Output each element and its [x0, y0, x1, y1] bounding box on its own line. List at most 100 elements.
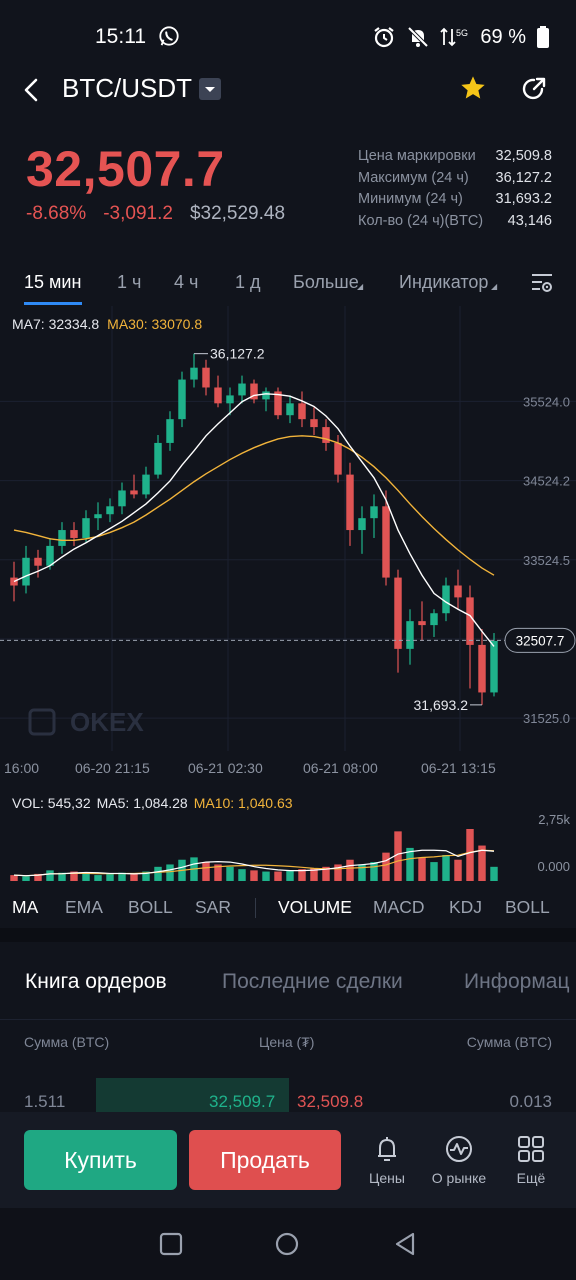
tab-ma[interactable]: MA	[12, 897, 39, 917]
volume-bar	[406, 847, 414, 881]
x-tick-label: 06-20 21:15	[75, 760, 150, 776]
tab-volume[interactable]: VOLUME	[278, 897, 352, 917]
candle-body	[478, 644, 486, 693]
watermark-text: OKEX	[70, 707, 144, 737]
candle-body	[82, 518, 90, 538]
orderbook-row[interactable]: 1.511 32,509.7 32,509.8 0.013	[0, 1078, 576, 1112]
y-tick-label: 34524.2	[523, 474, 570, 489]
tab-sar[interactable]: SAR	[195, 897, 231, 917]
candle-body	[94, 514, 102, 519]
tab-indicator[interactable]: Индикатор	[399, 272, 489, 292]
tab-1d[interactable]: 1 д	[235, 272, 261, 292]
candle-body	[142, 474, 150, 495]
volume-bar	[262, 871, 270, 881]
orderbook-tabs: Книга ордеров Последние сделки Информац	[0, 942, 576, 1020]
tab-more[interactable]: Больше	[293, 272, 359, 292]
volume-bar	[430, 862, 438, 881]
candle-body	[358, 518, 366, 531]
col-ask-amount: Сумма (BTC)	[466, 1034, 552, 1050]
usd-price: $32,529.48	[189, 203, 286, 224]
candle-body	[442, 585, 450, 614]
volume-bar	[418, 857, 426, 881]
ma7-line	[13, 393, 495, 647]
nav-prices[interactable]: Цены	[352, 1134, 422, 1186]
tab-macd[interactable]: MACD	[373, 897, 425, 917]
volume-bar	[94, 875, 102, 881]
volume-bar	[46, 870, 54, 881]
candle-body	[214, 387, 222, 404]
indicator-divider	[255, 898, 256, 918]
tab-15m[interactable]: 15 мин	[24, 272, 82, 292]
current-price-label: 32507.7	[516, 633, 565, 648]
back-nav-icon[interactable]	[393, 1231, 417, 1257]
candle-body	[454, 585, 462, 598]
volume-bar	[310, 868, 318, 881]
timeframe-bar: 15 мин 1 ч 4 ч 1 д Больше ◢ Индикатор ◢	[0, 266, 576, 306]
pair-dropdown-icon[interactable]	[199, 78, 221, 100]
candle-body	[298, 403, 306, 420]
candlestick-chart[interactable]: 35524.034524.233524.532524.731525.0OKEX3…	[0, 306, 576, 896]
tab-1h[interactable]: 1 ч	[117, 272, 142, 292]
bid-depth-bar	[96, 1078, 289, 1112]
indicator-caret-icon: ◢	[491, 282, 498, 291]
alarm-icon	[374, 27, 395, 48]
volume-bar	[394, 831, 402, 881]
tab-orderbook[interactable]: Книга ордеров	[25, 970, 167, 993]
change-percent: -8.68%	[26, 203, 87, 224]
volume-bar	[22, 876, 30, 881]
buy-button[interactable]: Купить	[24, 1130, 177, 1190]
chart-settings-icon[interactable]	[530, 270, 554, 296]
ask-amount: 0.013	[509, 1092, 552, 1111]
current-price-tag	[504, 627, 576, 653]
candle-body	[46, 545, 54, 566]
sell-button[interactable]: Продать	[189, 1130, 341, 1190]
volume-bar	[442, 855, 450, 881]
ma30-line	[13, 435, 495, 576]
recents-icon[interactable]	[159, 1232, 183, 1256]
tab-boll-main[interactable]: BOLL	[128, 897, 173, 917]
volume-bar	[358, 864, 366, 881]
vol-tick-label: 0.000	[537, 859, 570, 874]
volume-bar	[82, 873, 90, 881]
status-time: 15:11	[95, 25, 146, 48]
tab-info[interactable]: Информац	[464, 970, 570, 993]
volume-bar	[286, 870, 294, 881]
volume-bar	[298, 869, 306, 881]
nav-more[interactable]: Ещё	[496, 1134, 566, 1186]
volume-bar	[106, 873, 114, 881]
ma5-value: MA5: 1,084.28	[96, 795, 188, 811]
volume-bar	[382, 852, 390, 881]
x-tick-label: 06-21 13:15	[421, 760, 496, 776]
candle-body	[322, 427, 330, 443]
back-icon[interactable]	[20, 76, 44, 104]
home-icon[interactable]	[275, 1232, 299, 1256]
ma7-value: MA7: 32334.8	[12, 316, 100, 332]
tab-ema[interactable]: EMA	[65, 897, 103, 917]
volume-bar	[454, 859, 462, 881]
volume-bar	[130, 873, 138, 881]
col-price: Цена (₮)	[259, 1034, 315, 1050]
share-icon[interactable]	[520, 75, 548, 103]
candle-body	[190, 367, 198, 380]
col-bid-amount: Сумма (BTC)	[24, 1034, 110, 1050]
volume-bar	[10, 875, 18, 881]
tab-recent-trades[interactable]: Последние сделки	[222, 970, 403, 993]
volume-bar	[478, 845, 486, 881]
nav-market[interactable]: О рынке	[424, 1134, 494, 1186]
candle-body	[286, 403, 294, 416]
tab-4h[interactable]: 4 ч	[174, 272, 199, 292]
tab-boll-sub[interactable]: BOLL	[505, 897, 550, 917]
x-tick-label: 06-21 08:00	[303, 760, 378, 776]
volume-bar	[118, 872, 126, 881]
volume-bar	[214, 864, 222, 881]
stat-row: Максимум (24 ч) 36,127.2	[358, 169, 552, 186]
vol-ma5-line	[13, 849, 495, 877]
candle-body	[406, 621, 414, 649]
nav-market-label: О рынке	[431, 1170, 487, 1186]
candle-body	[130, 490, 138, 495]
ma10-value: MA10: 1,040.63	[193, 795, 293, 811]
pair-title[interactable]: BTC/USDT	[62, 73, 192, 103]
star-icon[interactable]	[459, 74, 487, 102]
tab-kdj[interactable]: KDJ	[449, 897, 483, 917]
candle-body	[274, 391, 282, 416]
